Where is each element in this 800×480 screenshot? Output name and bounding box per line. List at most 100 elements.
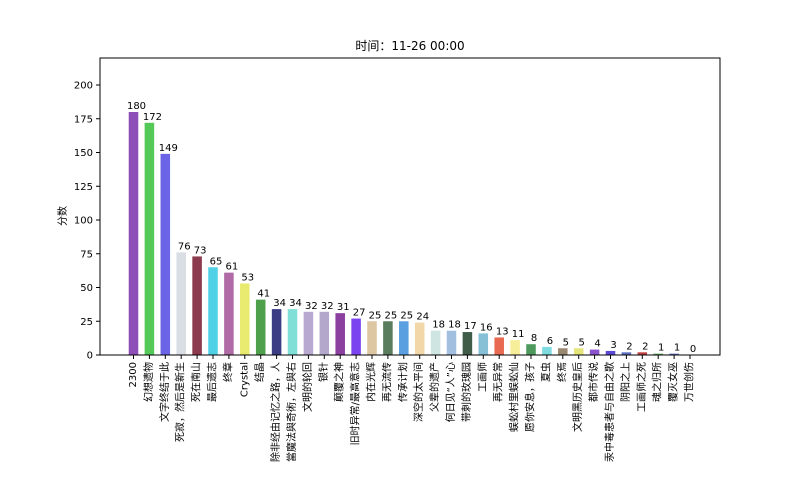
bar <box>351 318 361 355</box>
plot-frame <box>99 57 721 356</box>
x-tick-label: 再无异常 <box>492 362 505 402</box>
bar-value-label: 172 <box>143 112 162 123</box>
bar-value-label: 5 <box>563 337 569 348</box>
x-tick-label: 覆灭女巫 <box>667 362 680 402</box>
bar <box>176 252 186 355</box>
bar-value-label: 3 <box>610 340 616 351</box>
bar <box>192 256 202 355</box>
x-tick-label: 父辈的遗产 <box>428 362 441 412</box>
x-tick-label: 汞中毒患者与自由之歌 <box>603 362 616 462</box>
x-tick-label: 何日见“人”心 <box>444 362 457 422</box>
bar-value-label: 149 <box>159 143 178 154</box>
x-tick-label: 2300 <box>128 362 139 387</box>
bar <box>144 122 155 355</box>
bar-value-label: 61 <box>226 262 239 273</box>
bar <box>494 337 504 355</box>
bar-value-label: 4 <box>594 339 600 350</box>
bar <box>160 153 171 355</box>
x-tick-label: 死在南山 <box>190 362 203 402</box>
x-tick-label: 工画师 <box>476 362 489 392</box>
bar-value-label: 65 <box>210 256 223 267</box>
bar-value-label: 53 <box>241 272 254 283</box>
bar <box>383 321 393 355</box>
x-tick-label: 银针 <box>317 362 330 382</box>
y-axis-label: 分数 <box>56 206 69 226</box>
x-tick-label: 夏虫 <box>540 362 552 382</box>
x-tick-label: 除非经由记忆之路，人 <box>269 362 282 462</box>
y-tick-label: 100 <box>74 216 93 227</box>
x-tick-label: 带刺的玫瑰园 <box>460 362 473 422</box>
bar-value-label: 76 <box>178 241 191 252</box>
bar <box>303 311 314 355</box>
x-tick-label: 當魔法與奇術，左與右 <box>285 362 298 462</box>
bar-value-label: 34 <box>273 298 286 309</box>
bar <box>255 299 266 355</box>
bar <box>542 346 552 355</box>
bar <box>589 349 600 355</box>
x-tick-label: 都市传说 <box>587 362 600 402</box>
x-tick-label: 内在光辉 <box>365 362 378 402</box>
bar <box>430 330 441 355</box>
x-tick-label: 蜈蚣村里蜈蚣仙 <box>508 362 521 432</box>
x-tick-label: 颠覆之神 <box>333 362 346 402</box>
bar <box>637 352 648 355</box>
bar <box>208 267 218 355</box>
y-tick-label: 150 <box>74 148 93 159</box>
bar-value-label: 32 <box>305 301 318 312</box>
bar <box>621 352 632 355</box>
bar <box>462 332 473 355</box>
y-tick-label: 25 <box>80 317 93 328</box>
bar-value-label: 18 <box>448 320 461 331</box>
x-tick-label: 阴阳之上 <box>619 362 632 402</box>
bar <box>240 283 250 355</box>
bar-value-label: 16 <box>480 322 493 333</box>
bar <box>558 348 568 355</box>
bar-value-label: 32 <box>321 301 334 312</box>
bar-value-label: 31 <box>337 302 350 313</box>
x-tick-label: 终章 <box>221 362 234 382</box>
x-tick-label: 幻想遗物 <box>142 362 155 402</box>
x-tick-label: Crystal <box>239 362 250 397</box>
bar-value-label: 18 <box>432 320 445 331</box>
y-tick-label: 75 <box>80 249 93 260</box>
x-tick-label: 万世创伤 <box>683 362 696 402</box>
y-tick-label: 175 <box>74 114 93 125</box>
x-tick-label: 文明的轮回 <box>301 362 314 412</box>
x-tick-label: 深空的太平间 <box>412 362 425 422</box>
bar-value-label: 25 <box>385 310 398 321</box>
chart-title: 时间：11-26 00:00 <box>355 39 464 53</box>
bar-value-label: 17 <box>464 321 477 332</box>
bar-value-label: 13 <box>496 326 509 337</box>
bar <box>605 350 616 355</box>
bar <box>224 272 234 355</box>
x-axis-ticks: 2300 幻想遗物 文字终结于此 死寂，然后是新生 死在南山 最后遗志 终章 Crystal 结… <box>128 355 696 462</box>
bar-value-label: 5 <box>579 337 585 348</box>
bar-value-label: 8 <box>531 333 537 344</box>
x-tick-label: 结晶 <box>253 362 266 382</box>
bar <box>573 348 584 355</box>
y-tick-label: 125 <box>74 182 93 193</box>
bar <box>271 309 282 355</box>
bar-value-label: 73 <box>194 245 207 256</box>
bar-value-label: 25 <box>369 310 382 321</box>
x-tick-label: 再无流传 <box>380 362 393 402</box>
bar-value-label: 25 <box>400 310 413 321</box>
x-tick-label: 最后遗志 <box>206 362 219 402</box>
bar <box>669 353 679 355</box>
bar <box>510 340 520 355</box>
y-tick-label: 0 <box>87 351 93 362</box>
bar-value-label: 6 <box>547 336 553 347</box>
y-tick-label: 50 <box>80 283 93 294</box>
bar-value-label: 41 <box>257 289 270 300</box>
x-tick-label: 终焉 <box>555 362 568 382</box>
bar-value-label: 180 <box>127 101 146 112</box>
bar-value-label: 1 <box>658 343 664 354</box>
x-tick-label: 文字终结于此 <box>158 362 171 422</box>
bar <box>653 353 663 355</box>
bar-value-label: 0 <box>690 344 696 355</box>
bar <box>478 333 489 355</box>
x-tick-label: 死寂，然后是新生 <box>174 362 187 442</box>
